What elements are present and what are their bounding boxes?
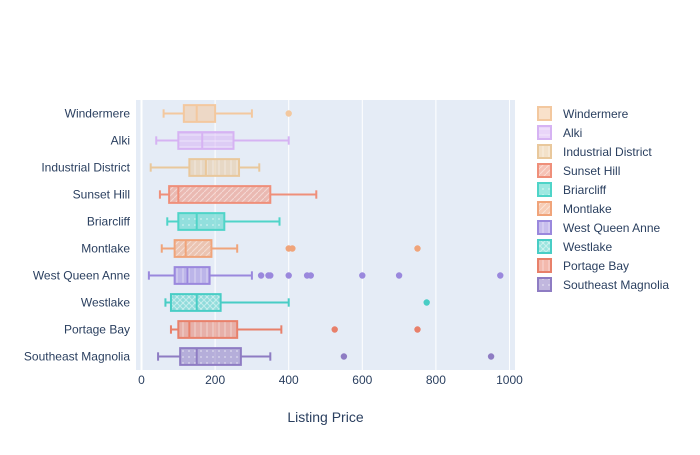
box-iqr (177, 320, 239, 339)
legend-label: Sunset Hill (563, 164, 620, 178)
box-iqr (182, 104, 217, 123)
legend-swatch (537, 258, 552, 273)
outlier-point (285, 272, 292, 279)
x-tick-label: 600 (352, 373, 372, 387)
legend-item[interactable]: Westlake (537, 239, 612, 254)
y-tick-label: Windermere (65, 107, 131, 121)
legend-swatch (537, 277, 552, 292)
legend-label: West Queen Anne (563, 221, 661, 235)
box-montlake (160, 239, 421, 258)
y-tick-label: Portage Bay (64, 323, 130, 337)
outlier-point (257, 272, 265, 279)
legend-label: Briarcliff (563, 183, 607, 197)
outlier-point (487, 353, 495, 360)
x-axis-ticks: 0 200 400 600 800 1000 (138, 373, 523, 387)
y-tick-label: Westlake (81, 296, 130, 310)
legend-item[interactable]: Alki (537, 125, 582, 140)
x-axis-title: Listing Price (287, 409, 363, 425)
outlier-point (414, 326, 421, 333)
box-windermere (162, 104, 292, 123)
y-tick-label: West Queen Anne (33, 269, 131, 283)
y-tick-label: Southeast Magnolia (24, 350, 130, 364)
outlier-point (497, 272, 504, 279)
legend-item[interactable]: Montlake (537, 201, 612, 216)
box-sunset-hill (158, 185, 318, 204)
legend-swatch (537, 163, 552, 178)
box-briarcliff (166, 212, 281, 231)
legend-item[interactable]: Industrial District (537, 144, 652, 159)
box-alki (155, 131, 290, 150)
legend-label: Windermere (563, 107, 629, 121)
outlier-point (285, 110, 292, 117)
legend-swatch (537, 220, 552, 235)
box-iqr (173, 266, 211, 285)
outlier-point (331, 326, 338, 333)
legend-swatch (537, 125, 552, 140)
legend-item[interactable]: Briarcliff (537, 182, 607, 197)
y-tick-label: Montlake (81, 242, 130, 256)
y-tick-label: Industrial District (41, 161, 130, 175)
legend-label: Portage Bay (563, 259, 629, 273)
legend-label: Southeast Magnolia (563, 278, 669, 292)
outlier-point (359, 272, 366, 279)
box-westlake (164, 293, 430, 312)
outlier-point (423, 299, 430, 306)
legend-item[interactable]: Windermere (537, 106, 629, 121)
box-iqr (179, 347, 242, 366)
legend-item[interactable]: Portage Bay (537, 258, 629, 273)
x-tick-label: 0 (138, 373, 145, 387)
box-iqr (188, 158, 241, 177)
outlier-point (414, 245, 421, 252)
legend-label: Alki (563, 126, 582, 140)
box-southeast-magnolia (157, 347, 495, 366)
legend-swatch (537, 239, 552, 254)
outlier-point (307, 272, 314, 279)
outlier-point (340, 353, 348, 360)
box-iqr (173, 239, 213, 258)
y-tick-label: Briarcliff (87, 215, 131, 229)
x-tick-label: 800 (426, 373, 446, 387)
box-west-queen-anne (147, 266, 504, 285)
legend-swatch (537, 144, 552, 159)
box-iqr (177, 131, 235, 150)
y-tick-label: Sunset Hill (73, 188, 130, 202)
x-tick-label: 200 (205, 373, 225, 387)
legend-swatch (537, 201, 552, 216)
x-tick-label: 400 (279, 373, 299, 387)
legend: Windermere Alki Industrial District Sunset … (537, 106, 669, 292)
box-industrial-district (149, 158, 261, 177)
legend-item[interactable]: Sunset Hill (537, 163, 620, 178)
y-axis-ticks: Southeast Magnolia Portage Bay Westlake Wes… (24, 107, 131, 364)
legend-swatch (537, 106, 552, 121)
legend-label: Montlake (563, 202, 612, 216)
y-tick-label: Alki (111, 134, 130, 148)
legend-item[interactable]: Southeast Magnolia (537, 277, 669, 292)
box-iqr (168, 185, 272, 204)
box-iqr (177, 212, 226, 231)
outlier-point (267, 272, 274, 279)
box-portage-bay (169, 320, 421, 339)
box-series (147, 104, 504, 366)
legend-item[interactable]: West Queen Anne (537, 220, 661, 235)
outlier-point (289, 245, 296, 252)
x-tick-label: 1000 (496, 373, 523, 387)
legend-swatch (537, 182, 552, 197)
outlier-point (395, 272, 403, 279)
legend-label: Westlake (563, 240, 612, 254)
legend-label: Industrial District (563, 145, 652, 159)
